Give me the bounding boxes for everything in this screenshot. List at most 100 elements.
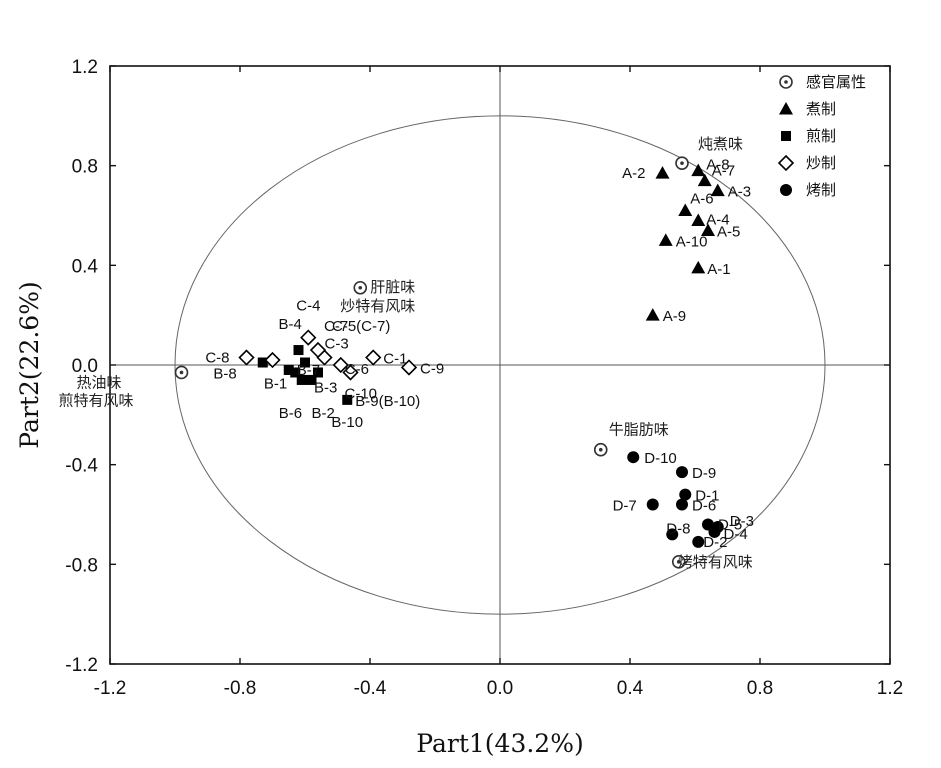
x-tick-label: -1.2 <box>94 678 127 699</box>
marker-triangle-0 <box>691 260 706 274</box>
attribute-label: 肝脏味 <box>370 278 415 296</box>
marker-diamond-4 <box>309 341 327 359</box>
marker-diamond-6 <box>238 349 255 366</box>
marker-circle-9 <box>627 451 640 464</box>
point-label: A-4 <box>706 211 729 228</box>
marker-square-7 <box>257 357 268 368</box>
marker-circle-dot-0-dot <box>680 161 684 165</box>
marker-diamond-1 <box>264 351 281 369</box>
marker-square-8 <box>342 394 353 405</box>
marker-circle-7 <box>666 528 679 541</box>
marker-triangle-7 <box>691 163 706 177</box>
point-labels: A-1 A-2 A-3 A-4A-5A-6 A-7A-8 A-9 A-10 B-1 B-2 B-3… <box>58 135 753 571</box>
attribute-label: 烤特有风味 <box>678 553 753 571</box>
point-label: B-3 <box>314 379 337 396</box>
legend-label: 烤制 <box>806 181 836 199</box>
marker-square-2 <box>313 367 323 378</box>
marker-circle-1 <box>692 535 705 548</box>
legend-marker-triangle <box>779 102 793 115</box>
attribute-label: 炖煮味 <box>698 135 743 153</box>
point-label: A-2 <box>622 165 645 182</box>
marker-circle-dot-2-dot <box>179 370 184 375</box>
marker-triangle-8 <box>645 308 660 321</box>
point-label: C-7 <box>324 318 348 335</box>
y-tick-label: 0.4 <box>72 256 99 277</box>
point-label: A-9 <box>663 308 686 325</box>
point-label: D-8 <box>666 520 690 537</box>
y-tick-label: -1.2 <box>65 655 98 676</box>
attribute-label: 牛脂肪味 <box>609 421 669 439</box>
marker-triangle-2 <box>710 183 725 197</box>
point-label: C-4 <box>296 298 320 315</box>
point-label: C-5(C-7) <box>332 318 390 335</box>
point-label: D-7 <box>613 498 637 515</box>
marker-square-4 <box>300 357 310 368</box>
marker-square-5 <box>296 374 307 385</box>
marker-square-1 <box>306 374 317 385</box>
x-tick-label: 0.4 <box>617 678 644 699</box>
point-label: A-10 <box>676 233 708 250</box>
marker-triangle-4 <box>701 223 715 236</box>
marker-triangle-9 <box>658 233 673 246</box>
legend-marker-circle <box>780 184 792 196</box>
x-tick-label: 1.2 <box>877 678 903 699</box>
marker-circle-dot-3-dot <box>598 447 603 452</box>
unit-circle <box>174 115 826 615</box>
point-label: C-1 <box>383 351 407 368</box>
marker-circle-dot-3 <box>593 442 608 457</box>
point-label: D-2 <box>703 534 727 551</box>
marker-circle-dot-4-dot <box>676 560 681 564</box>
point-label: D-5 <box>718 516 742 533</box>
marker-square-3 <box>293 345 304 356</box>
point-label: C-9 <box>420 360 444 377</box>
legend-label: 煮制 <box>806 100 836 118</box>
point-label: C-3 <box>325 336 349 353</box>
point-label: D-10 <box>644 450 677 467</box>
marker-circle-5 <box>676 498 688 511</box>
point-label: B-4 <box>279 316 302 333</box>
x-tick-label: -0.8 <box>224 678 257 699</box>
marker-circle-dot-2 <box>174 365 189 380</box>
point-label: D-9 <box>692 465 716 482</box>
marker-diamond-8 <box>342 364 359 381</box>
legend-label: 炒制 <box>806 154 836 172</box>
legend-marker-circle-dot-dot <box>784 80 788 84</box>
point-label: B-1 <box>264 375 287 392</box>
x-tick-label: 0.8 <box>747 678 773 699</box>
marker-triangle-3 <box>691 213 706 226</box>
marker-triangle-1 <box>655 166 670 179</box>
data-marks <box>174 156 725 569</box>
marker-square-6 <box>283 364 294 375</box>
marker-circle-dot-1-dot <box>358 285 363 290</box>
y-tick-label: 1.2 <box>72 57 98 78</box>
reference-lines <box>110 66 890 664</box>
point-label: A-8 <box>706 157 729 174</box>
axis-ticks: -1.2 -0.8 -0.4 0.0 0.4 0.8 1.2 1.2 0.8 0.4 0.0 -0.4… <box>65 57 903 699</box>
point-label: C-8 <box>205 350 229 367</box>
x-tick-label: -0.4 <box>354 678 387 699</box>
point-label: D-4 <box>724 526 748 543</box>
legend-label: 感官属性 <box>806 73 866 91</box>
marker-diamond-0 <box>365 349 382 366</box>
point-label: D-6 <box>692 498 716 515</box>
marker-circle-4 <box>702 518 714 531</box>
attribute-label: 煎特有风味 <box>58 391 133 409</box>
point-label: A-3 <box>728 184 751 201</box>
x-tick-label: 0.0 <box>487 678 513 699</box>
legend-marker-circle-dot <box>779 75 793 89</box>
y-tick-label: 0.8 <box>72 157 98 178</box>
point-label: A-6 <box>690 191 713 208</box>
y-axis-title: Part2(22.6%) <box>15 281 44 448</box>
point-label: D-3 <box>730 513 754 530</box>
point-label: A-7 <box>712 163 735 180</box>
marker-diamond-7 <box>400 359 418 376</box>
legend-marker-square <box>781 131 791 141</box>
legend-label: 煎制 <box>806 127 836 145</box>
point-label: B-6 <box>279 405 302 422</box>
marker-circle-dot-1 <box>353 280 368 295</box>
y-tick-label: -0.8 <box>65 555 98 576</box>
point-label: B-7 <box>297 362 320 379</box>
y-tick-label: -0.4 <box>65 456 98 477</box>
legend-marker-diamond <box>777 154 795 172</box>
